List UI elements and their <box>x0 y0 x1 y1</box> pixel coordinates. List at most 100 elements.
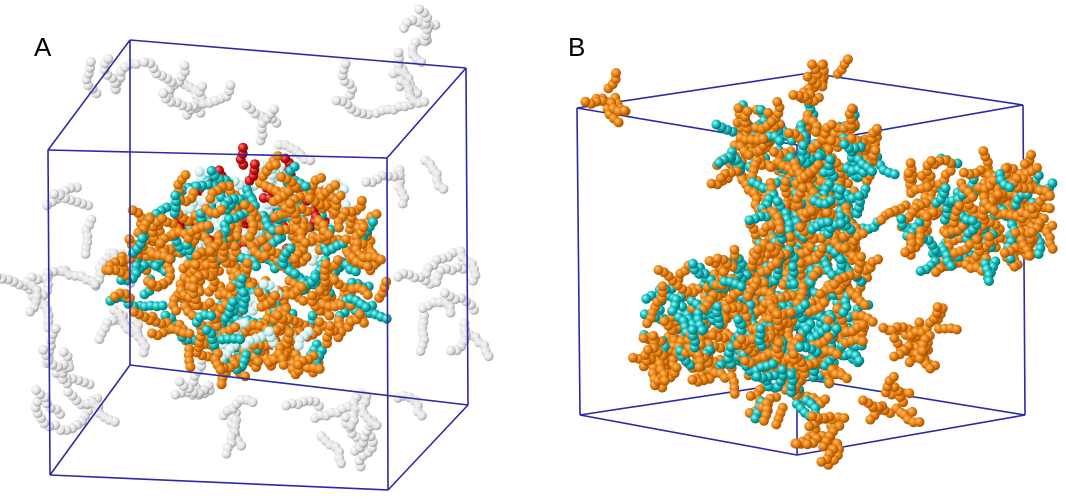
atom <box>755 323 766 334</box>
atom <box>856 251 867 262</box>
atom <box>340 412 351 423</box>
atom <box>835 254 846 265</box>
atom <box>742 106 753 117</box>
atom <box>368 216 378 227</box>
atom <box>743 150 754 160</box>
atom <box>811 127 822 137</box>
atom <box>922 182 933 192</box>
atom <box>721 303 732 314</box>
atom <box>742 291 753 302</box>
atom <box>331 95 342 106</box>
atom <box>867 316 878 327</box>
atom <box>155 238 166 249</box>
atom <box>221 448 232 459</box>
atom <box>954 200 965 211</box>
atom <box>712 253 723 264</box>
atom <box>398 23 409 33</box>
atom <box>340 58 351 69</box>
atom <box>940 183 951 194</box>
atom <box>236 440 247 451</box>
atom <box>49 189 60 199</box>
atom <box>889 333 900 344</box>
atom <box>416 57 427 67</box>
atom <box>736 334 747 345</box>
atom <box>826 119 837 130</box>
atom <box>85 56 96 67</box>
atom <box>643 344 653 355</box>
atom <box>239 317 250 328</box>
atom <box>304 193 315 204</box>
atom <box>333 222 344 233</box>
atom <box>414 4 425 15</box>
atom <box>841 373 852 384</box>
atom <box>946 261 957 271</box>
atom <box>393 47 404 58</box>
atom <box>103 53 114 64</box>
atom <box>361 176 372 187</box>
atom <box>307 290 318 301</box>
atom <box>50 323 61 334</box>
atom <box>273 234 284 245</box>
atom <box>706 178 717 189</box>
atom <box>276 172 287 182</box>
atom <box>158 88 169 99</box>
atom <box>393 271 403 282</box>
atom <box>889 351 900 362</box>
atom <box>838 307 849 318</box>
atom <box>821 323 832 333</box>
atom <box>190 259 201 270</box>
atom <box>416 410 427 421</box>
atom <box>775 224 786 235</box>
atom <box>951 324 962 335</box>
atom <box>931 267 941 278</box>
atom <box>358 222 369 233</box>
atom <box>128 306 139 317</box>
atom <box>807 59 817 70</box>
atom <box>290 268 301 279</box>
atom <box>0 272 2 281</box>
atom <box>839 139 850 150</box>
atom <box>289 161 300 172</box>
atom <box>758 415 769 426</box>
atom <box>310 272 321 283</box>
atom <box>733 103 744 114</box>
atom <box>878 322 889 333</box>
atom <box>346 420 356 431</box>
atom <box>445 345 456 356</box>
atom <box>857 319 868 330</box>
atom <box>788 90 799 100</box>
atom <box>151 260 161 271</box>
atom <box>238 287 249 298</box>
atom <box>139 57 150 67</box>
atom <box>815 288 826 299</box>
atom <box>784 128 794 139</box>
atom <box>657 281 668 292</box>
atom <box>729 388 740 399</box>
atom <box>687 258 698 269</box>
atom <box>185 361 196 372</box>
atom <box>958 167 969 178</box>
atom <box>180 170 191 180</box>
atom <box>354 309 365 320</box>
atom <box>1044 203 1055 214</box>
atom <box>820 394 831 405</box>
atom <box>825 154 836 165</box>
atom <box>750 413 761 424</box>
atom <box>63 386 73 397</box>
atom <box>787 261 798 272</box>
atom <box>926 155 937 166</box>
atom <box>285 198 296 209</box>
atom <box>798 140 809 151</box>
atom <box>659 316 670 327</box>
atom <box>813 151 824 162</box>
atom <box>978 146 989 156</box>
atom <box>230 322 241 333</box>
atom <box>642 318 653 329</box>
atom <box>800 299 811 310</box>
atom <box>774 135 785 146</box>
atom <box>641 293 652 304</box>
atom <box>253 287 264 298</box>
atom <box>765 242 776 253</box>
atom <box>715 173 726 183</box>
atom <box>283 186 294 197</box>
